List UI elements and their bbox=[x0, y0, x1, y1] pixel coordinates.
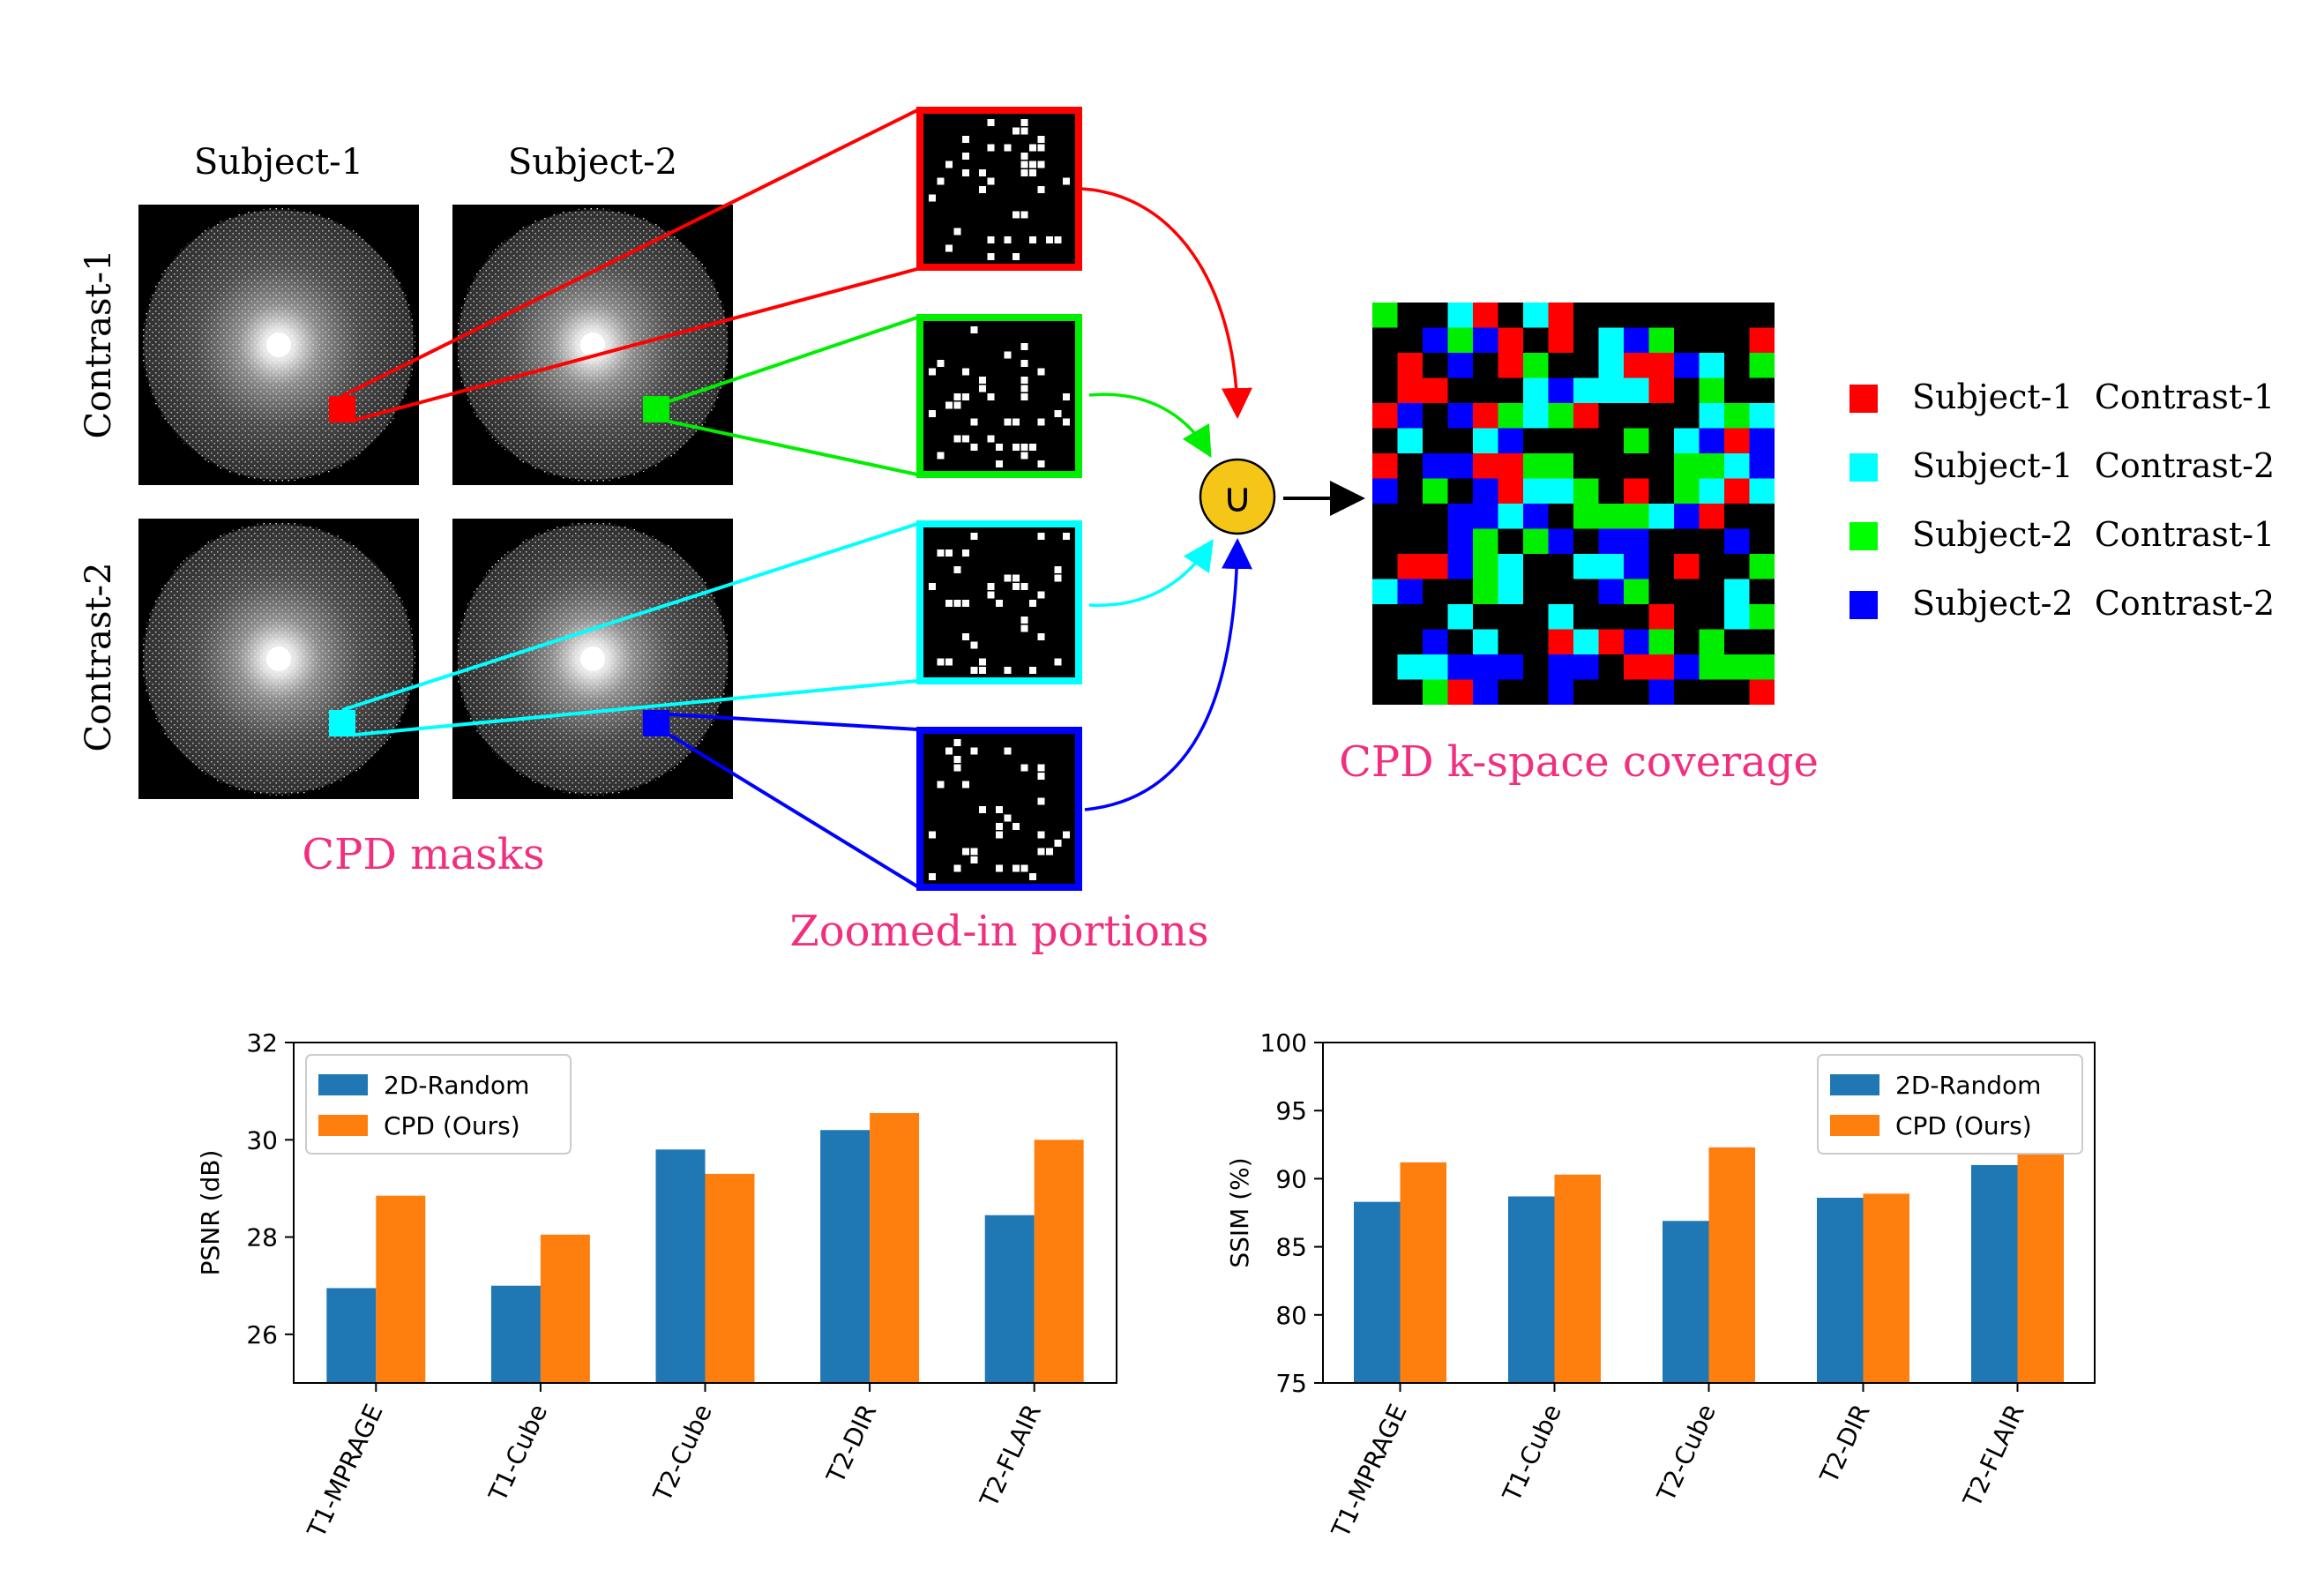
zoom-marker-red bbox=[329, 396, 355, 422]
legend-swatch-s1c1 bbox=[1849, 385, 1878, 413]
legend-label-s2c2: Subject-2 Contrast-2 bbox=[1912, 584, 2275, 623]
chart-legend: 2D-Random CPD (Ours) bbox=[1817, 1054, 2083, 1155]
legend-swatch bbox=[318, 1115, 368, 1136]
mask-subject-1-contrast-2 bbox=[138, 519, 419, 799]
legend-swatch bbox=[1830, 1074, 1879, 1095]
bar-2d-random-t1-mprage bbox=[1354, 1201, 1401, 1383]
legend-swatch-s2c1 bbox=[1849, 522, 1878, 550]
bar-cpd-ours--t2-dir bbox=[1863, 1193, 1909, 1383]
caption-zoomed-in-portions: Zoomed-in portions bbox=[789, 907, 1208, 956]
legend-label: 2D-Random bbox=[384, 1071, 529, 1100]
y-tick-label: 95 bbox=[1275, 1096, 1307, 1125]
results-charts: 26 28 30 32 T1-MPRAGE T1-Cube T2-Cube T2-DIR T2-… bbox=[196, 1028, 2096, 1543]
bar-cpd-ours--t2-cube bbox=[1708, 1147, 1755, 1383]
y-tick-label: 85 bbox=[1275, 1233, 1307, 1262]
cpd-diagram: Subject-1 Subject-2 Contrast-1 Contrast-… bbox=[78, 107, 2275, 956]
y-axis-label: PSNR (dB) bbox=[196, 1150, 225, 1276]
bar-2d-random-t2-flair bbox=[1971, 1164, 2018, 1383]
x-tick-label: T2-FLAIR bbox=[974, 1400, 1047, 1512]
bar-2d-random-t1-cube bbox=[1508, 1196, 1555, 1383]
bar-cpd-ours--t2-flair bbox=[2017, 1148, 2064, 1383]
x-tick-label: T2-FLAIR bbox=[1957, 1400, 2030, 1512]
y-tick-label: 30 bbox=[246, 1125, 278, 1155]
x-tick-label: T2-DIR bbox=[1814, 1400, 1876, 1488]
legend-label-s1c1: Subject-1 Contrast-1 bbox=[1912, 377, 2275, 416]
row-label-contrast-1: Contrast-1 bbox=[78, 249, 119, 438]
union-node: ∪ bbox=[1199, 458, 1276, 535]
x-tick-label: T2-Cube bbox=[647, 1400, 718, 1506]
legend-label: CPD (Ours) bbox=[1895, 1111, 2032, 1140]
legend-swatch bbox=[318, 1074, 368, 1095]
legend-swatch bbox=[1830, 1115, 1879, 1136]
x-tick-label: T1-Cube bbox=[482, 1400, 553, 1506]
zoom-panel-cyan bbox=[916, 520, 1082, 684]
cpd-kspace-coverage-grid bbox=[1372, 303, 1775, 705]
bar-cpd-ours--t1-mprage bbox=[376, 1195, 426, 1383]
bar-cpd-ours--t1-cube bbox=[540, 1234, 590, 1383]
row-label-contrast-2: Contrast-2 bbox=[78, 562, 119, 751]
y-axis-label: SSIM (%) bbox=[1225, 1157, 1254, 1267]
mask-subject-2-contrast-1 bbox=[452, 205, 733, 485]
legend-swatch-s2c2 bbox=[1849, 591, 1878, 619]
bar-2d-random-t2-flair bbox=[984, 1215, 1035, 1383]
bar-2d-random-t2-cube bbox=[655, 1149, 706, 1383]
union-symbol: ∪ bbox=[1222, 474, 1252, 521]
y-tick-label: 32 bbox=[246, 1028, 278, 1058]
bar-cpd-ours--t2-dir bbox=[870, 1112, 920, 1383]
x-tick-label: T1-Cube bbox=[1497, 1400, 1567, 1506]
mask-subject-2-contrast-2 bbox=[452, 519, 733, 799]
y-tick-label: 90 bbox=[1275, 1164, 1307, 1193]
x-tick-label: T2-DIR bbox=[820, 1400, 882, 1488]
coverage-legend: Subject-1 Contrast-1 Subject-1 Contrast-… bbox=[1849, 377, 2275, 623]
caption-cpd-kspace-coverage: CPD k-space coverage bbox=[1339, 737, 1819, 787]
bar-cpd-ours--t1-mprage bbox=[1400, 1162, 1446, 1383]
y-tick-label: 28 bbox=[246, 1223, 278, 1252]
y-tick-label: 80 bbox=[1275, 1301, 1307, 1330]
legend-swatch-s1c2 bbox=[1849, 453, 1878, 482]
zoom-panel-blue bbox=[916, 727, 1082, 891]
zoomed-in-panels bbox=[916, 107, 1082, 891]
ssim-bar-chart: 75 80 85 90 95 100 T1-MPRAGE T1-Cube T2-Cube T2-D… bbox=[1225, 1028, 2096, 1543]
chart-legend: 2D-Random CPD (Ours) bbox=[305, 1054, 572, 1155]
bar-2d-random-t1-mprage bbox=[326, 1288, 377, 1383]
bar-cpd-ours--t2-flair bbox=[1034, 1140, 1084, 1383]
y-tick-label: 26 bbox=[246, 1320, 278, 1349]
y-tick-label: 100 bbox=[1260, 1028, 1307, 1058]
y-tick-label: 75 bbox=[1275, 1369, 1307, 1398]
legend-label: 2D-Random bbox=[1895, 1071, 2041, 1100]
zoom-panel-red bbox=[916, 107, 1082, 271]
col-label-subject-2: Subject-2 bbox=[508, 142, 677, 183]
zoom-panel-green bbox=[916, 314, 1082, 478]
caption-cpd-masks: CPD masks bbox=[302, 830, 544, 879]
bar-2d-random-t2-cube bbox=[1663, 1221, 1709, 1383]
col-label-subject-1: Subject-1 bbox=[194, 142, 363, 183]
bar-cpd-ours--t1-cube bbox=[1554, 1174, 1601, 1383]
bar-2d-random-t2-dir bbox=[1817, 1198, 1864, 1383]
x-tick-label: T1-MPRAGE bbox=[1326, 1400, 1413, 1543]
zoom-marker-cyan bbox=[329, 710, 355, 736]
mask-subject-1-contrast-1 bbox=[138, 205, 419, 485]
x-tick-label: T2-Cube bbox=[1651, 1400, 1722, 1506]
bar-2d-random-t1-cube bbox=[490, 1285, 541, 1383]
x-tick-label: T1-MPRAGE bbox=[302, 1400, 389, 1543]
legend-label-s1c2: Subject-1 Contrast-2 bbox=[1912, 446, 2275, 485]
bar-2d-random-t2-dir bbox=[820, 1130, 871, 1383]
connector-lines bbox=[341, 108, 919, 888]
psnr-bar-chart: 26 28 30 32 T1-MPRAGE T1-Cube T2-Cube T2-DIR T2-… bbox=[196, 1028, 1117, 1543]
legend-label-s2c1: Subject-2 Contrast-1 bbox=[1912, 515, 2275, 554]
legend-label: CPD (Ours) bbox=[384, 1111, 520, 1140]
zoom-marker-green bbox=[643, 396, 669, 422]
zoom-marker-blue bbox=[643, 710, 669, 736]
union-arrows bbox=[1080, 187, 1252, 811]
bar-cpd-ours--t2-cube bbox=[705, 1173, 755, 1383]
